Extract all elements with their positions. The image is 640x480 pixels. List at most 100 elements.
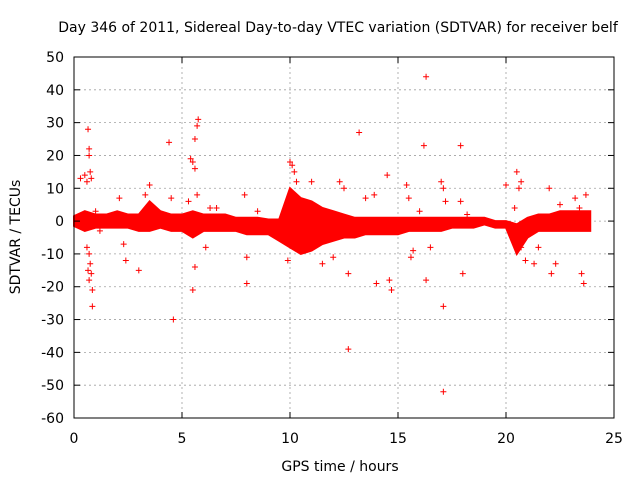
data-point — [89, 303, 96, 310]
axis-ticks: 0 5 10 15 20 25 -60 -50 -40 -30 -20 -10 0 10 20 30 40 50 — [41, 50, 623, 447]
grid-lines — [74, 57, 614, 418]
data-point — [86, 250, 93, 257]
data-point — [308, 178, 315, 185]
y-tick-label: -20 — [41, 280, 64, 296]
data-point — [345, 346, 352, 353]
data-point — [122, 257, 129, 264]
data-point — [457, 142, 464, 149]
data-point — [243, 280, 250, 287]
data-point — [191, 264, 198, 271]
data-point — [189, 159, 196, 166]
data-point — [518, 178, 525, 185]
y-tick-label: -30 — [41, 313, 64, 329]
data-point — [384, 172, 391, 179]
data-point — [135, 267, 142, 274]
y-axis-label: SDTVAR / TECUs — [8, 180, 24, 295]
data-point — [293, 178, 300, 185]
data-point — [289, 162, 296, 169]
x-axis-label: GPS time / hours — [281, 459, 398, 475]
data-point — [168, 195, 175, 202]
data-point — [170, 316, 177, 323]
data-point — [116, 195, 123, 202]
data-point — [459, 270, 466, 277]
data-point — [535, 244, 542, 251]
data-point — [427, 244, 434, 251]
y-tick-label: -50 — [41, 378, 64, 394]
y-tick-label: 0 — [55, 214, 64, 230]
data-point — [371, 191, 378, 198]
data-point — [241, 191, 248, 198]
data-point — [96, 227, 103, 234]
data-point — [243, 254, 250, 261]
data-point — [92, 208, 99, 215]
y-tick-label: 10 — [46, 181, 64, 197]
data-point — [341, 185, 347, 192]
data-point — [207, 204, 214, 211]
data-point — [89, 287, 96, 294]
data-point — [86, 277, 93, 284]
data-point — [195, 116, 202, 123]
data-point — [511, 204, 518, 211]
data-point — [576, 204, 583, 211]
x-tick-label: 0 — [70, 431, 79, 447]
data-point — [213, 204, 220, 211]
data-point — [87, 260, 94, 267]
data-point — [202, 244, 209, 251]
data-point — [187, 155, 194, 162]
data-point — [580, 280, 587, 287]
data-point — [284, 257, 291, 264]
data-point — [515, 185, 522, 192]
data-point — [388, 287, 395, 294]
data-point — [88, 175, 95, 182]
data-point — [345, 270, 352, 277]
data-point — [356, 129, 363, 136]
data-point — [464, 211, 471, 218]
data-point — [407, 254, 414, 261]
data-point — [166, 139, 173, 146]
data-point — [194, 122, 201, 129]
x-tick-label: 5 — [178, 431, 187, 447]
data-point — [442, 198, 449, 205]
data-point — [420, 142, 427, 149]
data-point — [373, 280, 380, 287]
y-tick-label: -10 — [41, 247, 64, 263]
data-point — [85, 126, 92, 133]
x-tick-label: 20 — [497, 431, 515, 447]
data-point — [572, 195, 579, 202]
dense-data-band — [73, 186, 592, 257]
data-point — [319, 260, 326, 267]
data-point — [185, 198, 192, 205]
data-point — [120, 241, 127, 248]
data-point — [254, 208, 261, 215]
data-point — [416, 208, 423, 215]
y-tick-label: 40 — [46, 83, 64, 99]
data-point — [142, 191, 149, 198]
data-point — [582, 191, 589, 198]
data-point — [578, 270, 585, 277]
y-tick-label: 20 — [46, 148, 64, 164]
data-point — [386, 277, 393, 284]
data-point — [546, 185, 553, 192]
y-tick-label: -40 — [41, 345, 64, 361]
chart-title: Day 346 of 2011, Sidereal Day-to-day VTE… — [58, 20, 619, 36]
data-point — [513, 168, 520, 175]
data-point — [423, 277, 430, 284]
data-point — [503, 181, 509, 188]
data-point — [194, 191, 201, 198]
data-point — [191, 136, 198, 143]
data-point — [330, 254, 337, 261]
data-point — [552, 260, 559, 267]
data-point — [518, 244, 525, 251]
data-point — [557, 201, 563, 208]
data-point — [83, 244, 90, 251]
data-point — [83, 178, 90, 185]
x-tick-label: 25 — [605, 431, 623, 447]
data-point — [87, 168, 94, 175]
x-tick-label: 15 — [389, 431, 407, 447]
data-point — [405, 195, 412, 202]
data-point — [410, 247, 417, 254]
data-point — [85, 267, 92, 274]
data-point — [146, 181, 153, 188]
y-tick-label: -60 — [41, 411, 64, 427]
